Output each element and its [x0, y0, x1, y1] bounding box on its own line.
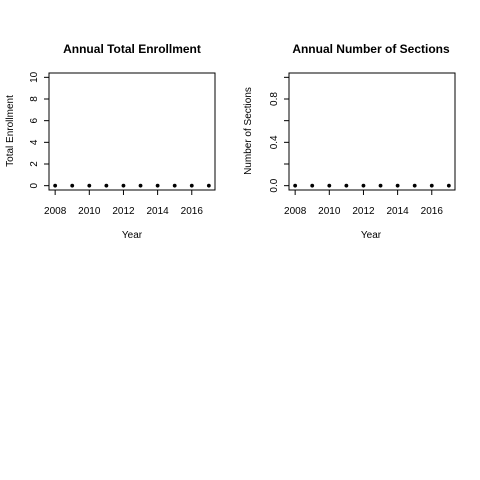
x-tick-label: 2012	[352, 206, 375, 217]
x-tick-label: 2008	[284, 206, 307, 217]
data-point	[121, 183, 126, 188]
data-point	[361, 183, 366, 188]
enrollment-panel: Annual Total Enrollment Year Total Enrol…	[5, 42, 216, 241]
y-tick-label: 0.4	[269, 135, 280, 149]
data-point	[378, 183, 383, 188]
data-point	[138, 183, 143, 188]
x-tick-label: 2010	[78, 206, 101, 217]
y-tick-label: 0	[29, 182, 40, 188]
data-point	[206, 183, 211, 188]
data-point	[293, 183, 298, 188]
x-tick-label: 2014	[386, 206, 409, 217]
data-point	[412, 183, 417, 188]
x-tick-label: 2012	[112, 206, 135, 217]
data-point	[327, 183, 332, 188]
x-tick-label: 2016	[421, 206, 444, 217]
y-axis-label: Total Enrollment	[5, 95, 16, 167]
x-tick-label: 2010	[318, 206, 341, 217]
sections-panel: Annual Number of Sections Year Number of…	[243, 42, 456, 241]
data-point	[155, 183, 160, 188]
x-axis-label: Year	[361, 230, 382, 241]
y-tick-label: 8	[29, 96, 40, 102]
x-tick-label: 2008	[44, 206, 67, 217]
data-point	[446, 183, 451, 188]
x-tick-label: 2014	[146, 206, 169, 217]
y-tick-label: 10	[29, 71, 40, 83]
x-axis-label: Year	[122, 230, 143, 241]
data-point	[104, 183, 109, 188]
data-point	[70, 183, 75, 188]
y-tick-label: 0.0	[269, 178, 280, 192]
chart-title: Annual Number of Sections	[292, 42, 450, 56]
y-tick-label: 0.8	[269, 92, 280, 106]
data-point	[172, 183, 177, 188]
y-tick-label: 2	[29, 161, 40, 167]
data-point	[395, 183, 400, 188]
y-axis-label: Number of Sections	[243, 87, 254, 175]
plot-frame	[288, 72, 456, 191]
plot-frame	[48, 72, 216, 191]
data-point	[344, 183, 349, 188]
chart-title: Annual Total Enrollment	[63, 42, 201, 56]
data-point	[53, 183, 58, 188]
data-point	[310, 183, 315, 188]
data-point	[87, 183, 92, 188]
data-point	[429, 183, 434, 188]
x-tick-label: 2016	[181, 206, 204, 217]
data-point	[189, 183, 194, 188]
y-tick-label: 6	[29, 117, 40, 123]
y-tick-label: 4	[29, 139, 40, 145]
